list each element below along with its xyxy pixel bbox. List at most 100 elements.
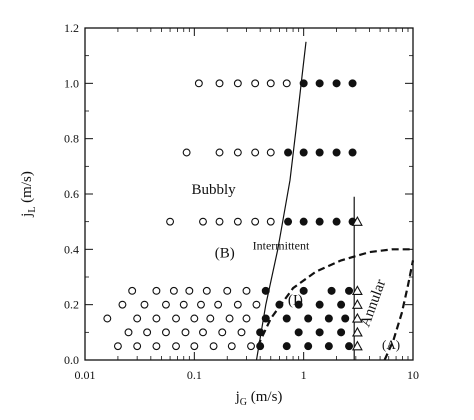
open-triangle-point	[351, 326, 363, 337]
filled-circle-point	[315, 300, 324, 309]
filled-circle-point	[282, 342, 291, 351]
open-triangle-point	[351, 312, 363, 323]
x-tick-label: 0.1	[187, 368, 202, 382]
filled-circle-point	[332, 148, 341, 157]
y-tick-label: 0.4	[64, 242, 79, 256]
filled-circle-point	[294, 328, 303, 337]
filled-circle-point	[348, 148, 357, 157]
open-circle-point	[143, 328, 152, 337]
open-circle-point	[179, 300, 188, 309]
open-circle-point	[185, 286, 194, 295]
x-tick-label: 0.01	[75, 368, 96, 382]
open-circle-point	[233, 300, 242, 309]
filled-circle-point	[337, 300, 346, 309]
open-circle-point	[194, 79, 203, 88]
open-circle-point	[251, 79, 260, 88]
filled-circle-point	[284, 217, 293, 226]
filled-circle-point	[275, 300, 284, 309]
region-label: (A)	[382, 337, 400, 352]
open-circle-point	[209, 342, 218, 351]
open-circle-point	[233, 217, 242, 226]
open-circle-point	[214, 300, 223, 309]
open-circle-point	[233, 148, 242, 157]
filled-circle-point	[324, 342, 333, 351]
open-circle-point	[128, 286, 137, 295]
annotation-layer: Bubbly (B) Intermittent (I) Annular (A)	[191, 182, 400, 352]
open-circle-point	[190, 314, 199, 323]
open-circle-point	[152, 286, 161, 295]
filled-circle-point	[315, 79, 324, 88]
open-circle-point	[266, 148, 275, 157]
boundary-lines-layer	[255, 41, 415, 361]
filled-circle-point	[256, 342, 265, 351]
x-tick-label: 1	[301, 368, 307, 382]
region-label: Annular	[357, 277, 389, 329]
open-circle-point	[161, 328, 170, 337]
open-circle-point	[103, 314, 112, 323]
filled-circle-point	[294, 300, 303, 309]
open-circle-point	[233, 79, 242, 88]
open-triangle-point	[351, 340, 363, 351]
filled-circle-point	[315, 328, 324, 337]
filled-circle-point	[332, 217, 341, 226]
filled-circle-point	[304, 342, 313, 351]
y-tick-label: 0.8	[64, 132, 79, 146]
open-circle-point	[225, 314, 234, 323]
open-circle-point	[251, 148, 260, 157]
filled-circle-point	[327, 286, 336, 295]
regime-boundary-line	[383, 260, 415, 361]
open-circle-point	[227, 342, 236, 351]
open-triangle-point	[351, 216, 363, 226]
open-circle-point	[124, 328, 133, 337]
y-tick-label: 1.0	[64, 76, 79, 90]
open-circle-point	[242, 314, 251, 323]
regime-boundary-line	[256, 248, 413, 347]
open-circle-point	[218, 328, 227, 337]
open-circle-point	[237, 328, 246, 337]
open-circle-point	[182, 148, 191, 157]
open-circle-point	[113, 342, 122, 351]
open-circle-point	[252, 300, 261, 309]
open-circle-point	[172, 314, 180, 323]
filled-circle-point	[299, 286, 308, 295]
filled-circle-point	[315, 148, 324, 157]
open-circle-point	[140, 300, 149, 309]
open-circle-point	[223, 286, 232, 295]
open-circle-point	[251, 217, 260, 226]
y-tick-label: 1.2	[64, 21, 79, 35]
y-tick-label: 0.6	[64, 187, 79, 201]
open-circle-point	[199, 217, 207, 226]
filled-circle-point	[304, 314, 313, 323]
filled-circle-point	[345, 342, 354, 351]
y-tick-label: 0.0	[64, 353, 79, 367]
y-tick-label: 0.2	[64, 298, 79, 312]
open-triangle-point	[351, 299, 363, 309]
open-circle-point	[169, 286, 178, 295]
filled-circle-point	[299, 148, 308, 157]
open-circle-point	[172, 342, 180, 351]
filled-circle-point	[282, 314, 291, 323]
filled-circle-point	[284, 148, 293, 157]
filled-circle-point	[299, 79, 308, 88]
open-circle-point	[152, 342, 161, 351]
open-circle-point	[215, 148, 224, 157]
open-circle-point	[133, 314, 142, 323]
filled-circle-point	[345, 286, 354, 295]
open-circle-point	[199, 328, 207, 337]
region-label: (B)	[215, 246, 235, 262]
open-circle-point	[161, 300, 170, 309]
open-circle-point	[190, 342, 199, 351]
open-circle-point	[181, 328, 190, 337]
open-circle-point	[166, 217, 175, 226]
x-tick-label: 10	[407, 368, 419, 382]
open-circle-point	[133, 342, 142, 351]
filled-circle-point	[348, 79, 357, 88]
data-points-layer	[103, 79, 363, 351]
y-axis-title: jL (m/s)	[19, 171, 38, 218]
open-circle-point	[197, 300, 205, 309]
open-circle-point	[242, 286, 251, 295]
filled-circle-point	[337, 328, 346, 337]
filled-circle-point	[261, 286, 270, 295]
open-circle-point	[215, 79, 224, 88]
filled-circle-point	[261, 314, 270, 323]
